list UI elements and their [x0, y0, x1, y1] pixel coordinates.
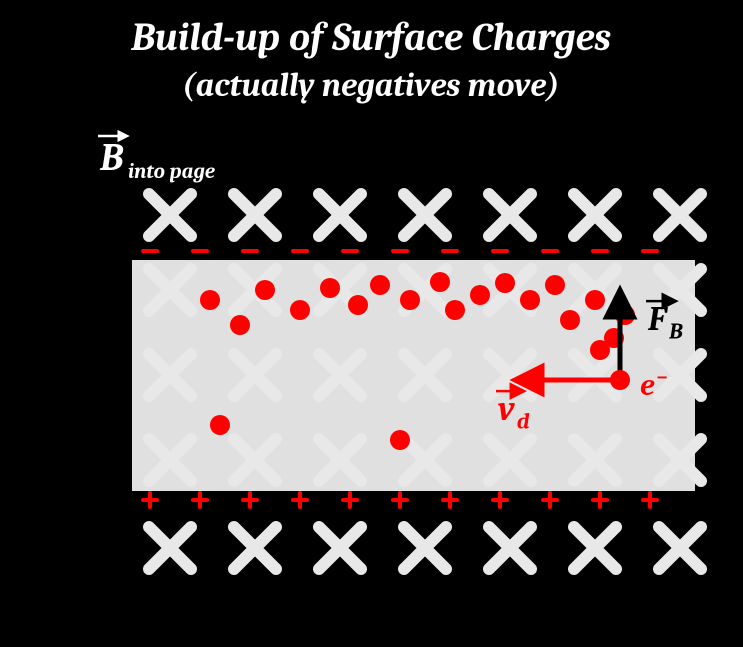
svg-text:B: B	[668, 319, 683, 345]
svg-text:e: e	[640, 368, 655, 403]
svg-text:v: v	[497, 389, 515, 429]
title-line-2: (actually negatives move)	[183, 67, 560, 105]
svg-text:into page: into page	[128, 160, 216, 184]
hall-effect-diagram: Build-up of Surface Charges (actually ne…	[0, 0, 743, 647]
title-line-1: Build-up of Surface Charges	[130, 15, 611, 60]
svg-text:−: −	[657, 365, 669, 388]
svg-text:B: B	[99, 136, 124, 180]
reference-electron	[610, 370, 630, 390]
svg-text:d: d	[517, 409, 530, 435]
svg-text:F: F	[647, 299, 668, 339]
